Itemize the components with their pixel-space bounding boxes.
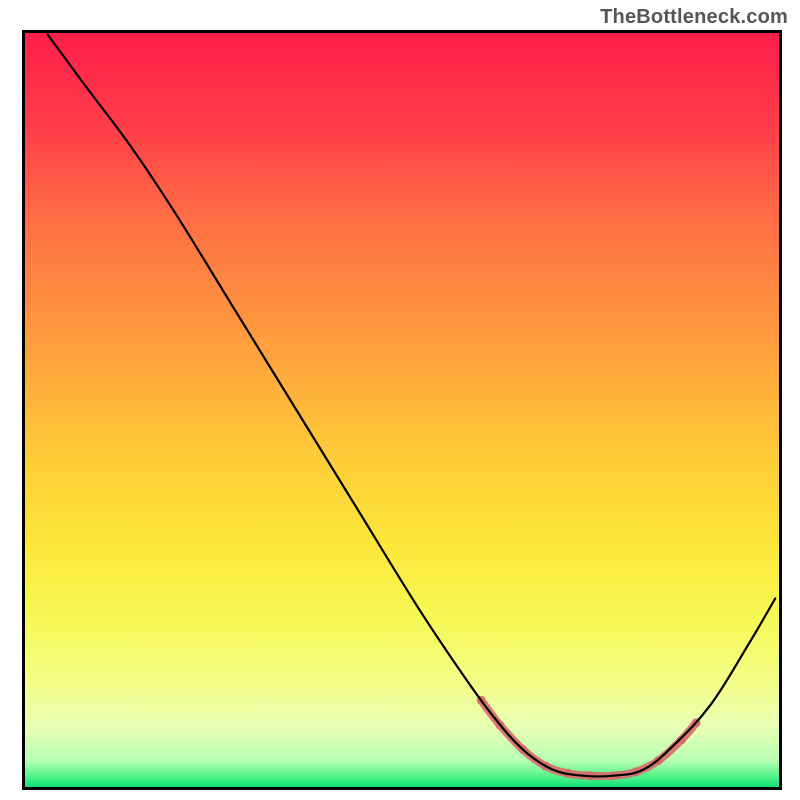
chart-root: { "watermark": { "text": "TheBottleneck.…	[0, 0, 800, 800]
plot-svg	[0, 0, 800, 800]
gradient-background	[25, 33, 779, 787]
